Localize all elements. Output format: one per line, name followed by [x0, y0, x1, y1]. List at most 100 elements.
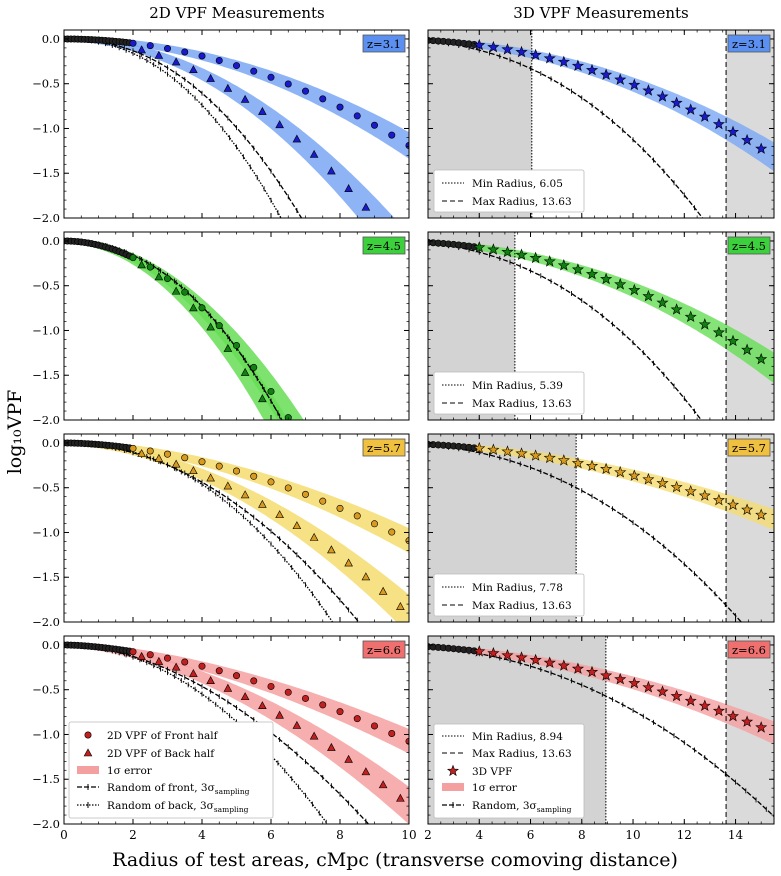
front-vpf-marker	[164, 275, 172, 283]
x-tick-label: 10	[625, 828, 640, 842]
x-tick-label: 8	[578, 828, 586, 842]
front-vpf-marker	[301, 694, 309, 702]
vpf-3d-marker	[726, 498, 740, 511]
redshift-label: z=4.5	[367, 239, 401, 253]
back-vpf-marker	[361, 572, 371, 581]
front-vpf-marker	[215, 57, 223, 65]
legend-band-swatch	[442, 783, 464, 791]
vpf-3d-marker	[670, 303, 683, 315]
vpf-3d-marker	[642, 680, 655, 693]
x-tick-label: 8	[336, 828, 344, 842]
axes-frame	[63, 231, 410, 421]
front-vpf-marker	[267, 682, 275, 690]
x-tick-label: 6	[527, 828, 535, 842]
front-vpf-marker	[388, 528, 396, 536]
vpf-3d-marker	[684, 694, 697, 707]
legend-front-label: 2D VPF of Front half	[107, 730, 219, 742]
front-vpf-marker	[267, 478, 275, 486]
vpf-3d-marker	[557, 55, 570, 68]
panel-3d-z=6.6: 2 4 6 8 10 12 14 z=6.6 Min Radius, 8.94 Max Radiu…	[424, 635, 775, 842]
front-vpf-marker	[388, 131, 396, 139]
random-front-curve	[64, 38, 303, 218]
front-vpf-marker	[388, 730, 396, 738]
front-vpf-marker	[146, 42, 154, 50]
y-tick-label: −1.5	[32, 772, 60, 786]
front-vpf-marker	[319, 95, 327, 103]
back-vpf-marker	[189, 65, 198, 74]
panel-2d-plot-area	[64, 641, 409, 824]
redshift-badge	[727, 34, 771, 53]
front-vpf-marker	[164, 654, 172, 662]
y-tick-label: −0.5	[32, 279, 60, 293]
y-tick-label: −1.5	[32, 570, 60, 584]
back-vpf-marker	[223, 83, 233, 92]
redshift-badge	[727, 236, 771, 255]
back-vpf-marker	[154, 656, 164, 665]
back-vpf-marker	[206, 676, 215, 684]
y-tick-label: −0.5	[32, 77, 60, 91]
y-tick-label: −1.0	[32, 727, 60, 741]
back-vpf-marker	[361, 767, 371, 776]
legend-star-swatch	[446, 764, 460, 777]
redshift-label: z=4.5	[732, 239, 766, 253]
redshift-label: z=6.6	[732, 643, 766, 657]
vpf-3d-marker	[656, 476, 669, 489]
front-vpf-marker	[129, 648, 137, 656]
back-vpf-marker	[189, 668, 198, 677]
vpf-3d-marker	[600, 272, 613, 285]
panel-2d-z=3.1: 0.0 −0.5 −1.0 −1.5 −2.0 z=3.1	[32, 29, 410, 225]
back-vpf-marker	[258, 394, 267, 403]
front-vpf-marker	[250, 472, 258, 480]
back-error-band	[64, 36, 395, 218]
front-vpf-marker	[370, 520, 378, 528]
legend-3d-vpf-label: 3D VPF	[472, 766, 512, 778]
random-3d-curve	[428, 646, 774, 817]
legend-error-label: 1σ error	[472, 782, 518, 794]
vpf-3d-marker	[684, 310, 697, 322]
front-vpf-marker	[284, 688, 292, 696]
back-vpf-marker	[292, 134, 302, 143]
x-tick-label: 14	[728, 828, 744, 842]
vpf-3d-marker	[473, 38, 486, 51]
front-vpf-marker	[267, 387, 275, 395]
legend-back-label: 2D VPF of Back half	[107, 748, 215, 760]
vpf-3d-marker	[656, 296, 669, 308]
front-vpf-marker	[267, 73, 275, 81]
panel-3d-z=5.7: z=5.7 Min Radius, 7.78 Max Radius, 13.63	[427, 433, 775, 623]
legend-min-radius-label: Min Radius, 8.94	[472, 731, 563, 743]
panel-3d-z=4.5: z=4.5 Min Radius, 5.39 Max Radius, 13.63	[427, 231, 775, 421]
vpf-3d-marker	[614, 73, 627, 85]
back-vpf-marker	[292, 521, 302, 530]
back-vpf-marker	[309, 731, 319, 740]
front-vpf-marker	[215, 322, 223, 330]
back-vpf-marker	[378, 586, 388, 595]
y-tick-label: −1.5	[32, 368, 60, 382]
x-tick-label: 12	[677, 828, 692, 842]
vpf-3d-marker	[501, 43, 514, 55]
redshift-label: z=5.7	[732, 441, 766, 455]
panel-2d-plot-area	[64, 439, 409, 622]
x-tick-label: 4	[198, 828, 206, 842]
vpf-3d-marker	[670, 96, 683, 109]
y-axis-label: log₁₀VPF	[4, 390, 26, 475]
y-tick-label: −1.0	[32, 525, 60, 539]
panel-2d-z=6.6: 0.0 −0.5 −1.0 −1.5 −2.00 2 4 6 8 10 z=6.6 2D VPF of…	[32, 635, 417, 842]
y-tick-label: −2.0	[32, 413, 60, 427]
vpf-3d-marker	[726, 125, 740, 138]
x-tick-label: 2	[424, 828, 432, 842]
vpf-3d-marker	[755, 142, 768, 154]
vpf-3d-marker	[726, 334, 740, 347]
front-vpf-marker	[164, 45, 172, 53]
back-vpf-marker	[137, 45, 146, 54]
back-vpf-marker	[344, 754, 353, 763]
front-vpf-marker	[233, 62, 241, 70]
y-tick-label: −1.0	[32, 121, 60, 135]
back-vpf-marker	[275, 510, 284, 519]
back-vpf-marker	[137, 448, 146, 457]
vpf-3d-marker	[656, 685, 669, 697]
front-vpf-marker	[181, 48, 189, 56]
back-vpf-marker	[344, 184, 353, 192]
y-tick-label: −0.5	[32, 683, 60, 697]
vpf-3d-marker	[712, 704, 725, 717]
front-vpf-marker	[181, 288, 189, 296]
